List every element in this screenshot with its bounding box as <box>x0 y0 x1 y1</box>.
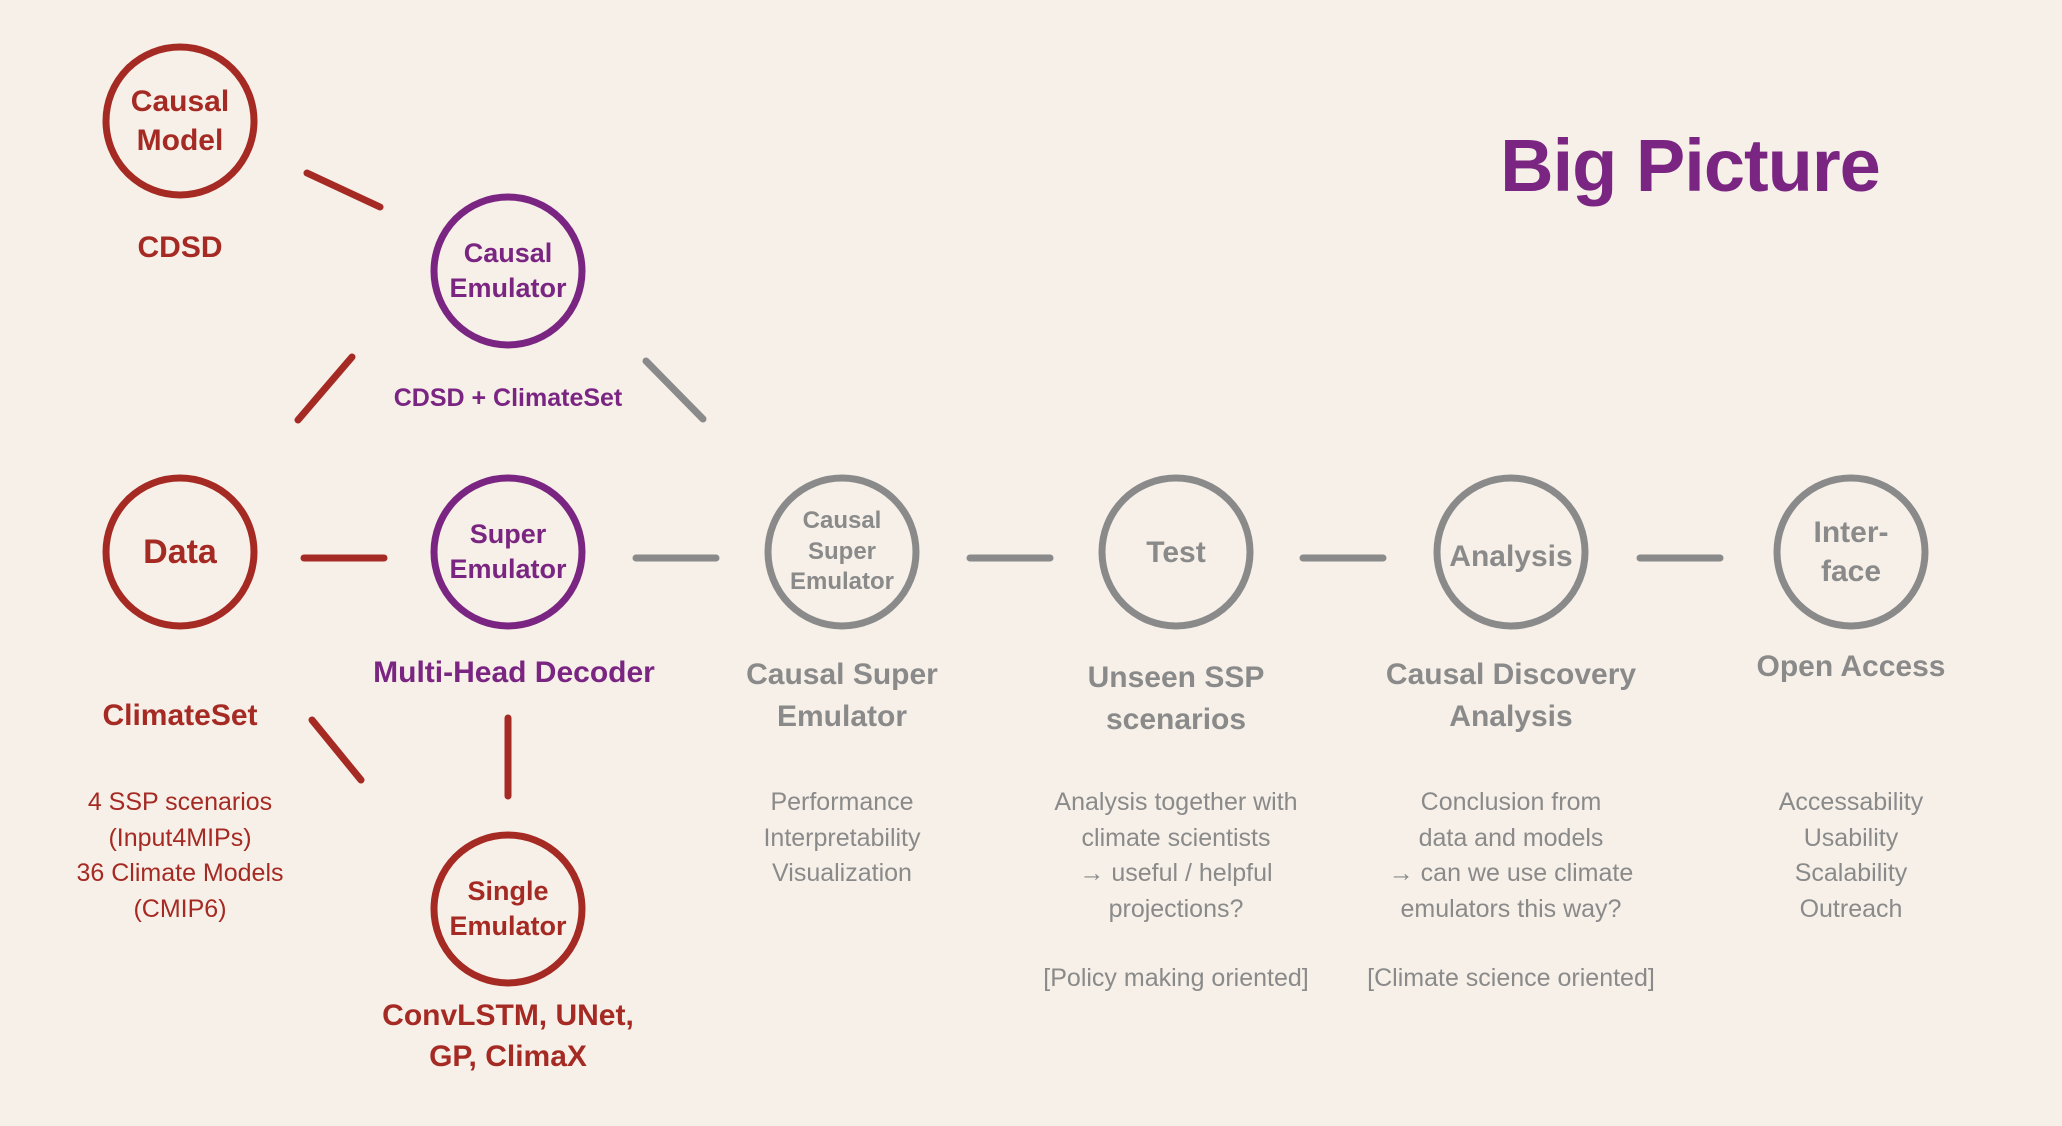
climateset-description: 4 SSP scenarios (Input4MIPs) 36 Climate … <box>76 788 284 923</box>
causal-discovery-description: Conclusion from data and models → can we… <box>1388 788 1634 923</box>
data-circle <box>102 474 258 630</box>
single-emulator-node-label: Single Emulator <box>449 875 567 941</box>
causal-model-node-label: Causal Model <box>130 85 230 157</box>
unseen-ssp-description: Analysis together with climate scientist… <box>1054 788 1298 923</box>
open-access-label: Open Access <box>1756 650 1946 683</box>
causal-super-emulator-node-label: Causal Super Emulator <box>789 506 894 596</box>
causal-model-circle <box>102 43 258 199</box>
single-emulator-circle <box>430 831 586 987</box>
multi-head-decoder-label: Multi-Head Decoder <box>373 656 655 689</box>
policy-making-note: [Policy making oriented] <box>1043 964 1309 992</box>
interface-circle <box>1773 474 1929 630</box>
analysis-circle <box>1433 474 1589 630</box>
unseen-ssp-scenarios-label: Unseen SSP scenarios <box>1087 661 1265 736</box>
test-circle <box>1098 474 1254 630</box>
climate-science-note: [Climate science oriented] <box>1367 964 1655 992</box>
test-node-label: Test <box>1146 535 1206 569</box>
convlstm-models-label: ConvLSTM, UNet, GP, ClimaX <box>382 999 634 1074</box>
analysis-node-label: Analysis <box>1449 539 1573 573</box>
causal-super-emulator-description: Performance Interpretability Visualizati… <box>763 788 921 887</box>
causal-super-emulator-circle <box>764 474 920 630</box>
data-node-label: Data <box>143 532 217 571</box>
causal-emulator-node-label: Causal Emulator <box>449 237 567 303</box>
causal-super-emulator-label: Causal Super Emulator <box>746 658 938 733</box>
open-access-description: Accessability Usability Scalability Outr… <box>1778 788 1924 923</box>
super-emulator-node-label: Super Emulator <box>449 518 567 584</box>
connector-data-to-causal-emulator <box>294 353 356 424</box>
interface-node-label: Inter- face <box>1813 516 1889 588</box>
cdsd-label: CDSD <box>137 231 223 264</box>
cdsd-climateset-label: CDSD + ClimateSet <box>393 384 623 412</box>
connector-causal-model-to-causal-emulator <box>303 169 384 211</box>
causal-emulator-circle <box>430 193 586 349</box>
causal-discovery-analysis-label: Causal Discovery Analysis <box>1385 658 1637 733</box>
super-emulator-circle <box>430 474 586 630</box>
page-title: Big Picture <box>1500 124 1881 207</box>
connector-causal-emulator-to-causal-super-emulator <box>642 357 707 423</box>
connector-data-to-single-emulator <box>308 716 365 784</box>
climateset-label: ClimateSet <box>102 699 258 732</box>
